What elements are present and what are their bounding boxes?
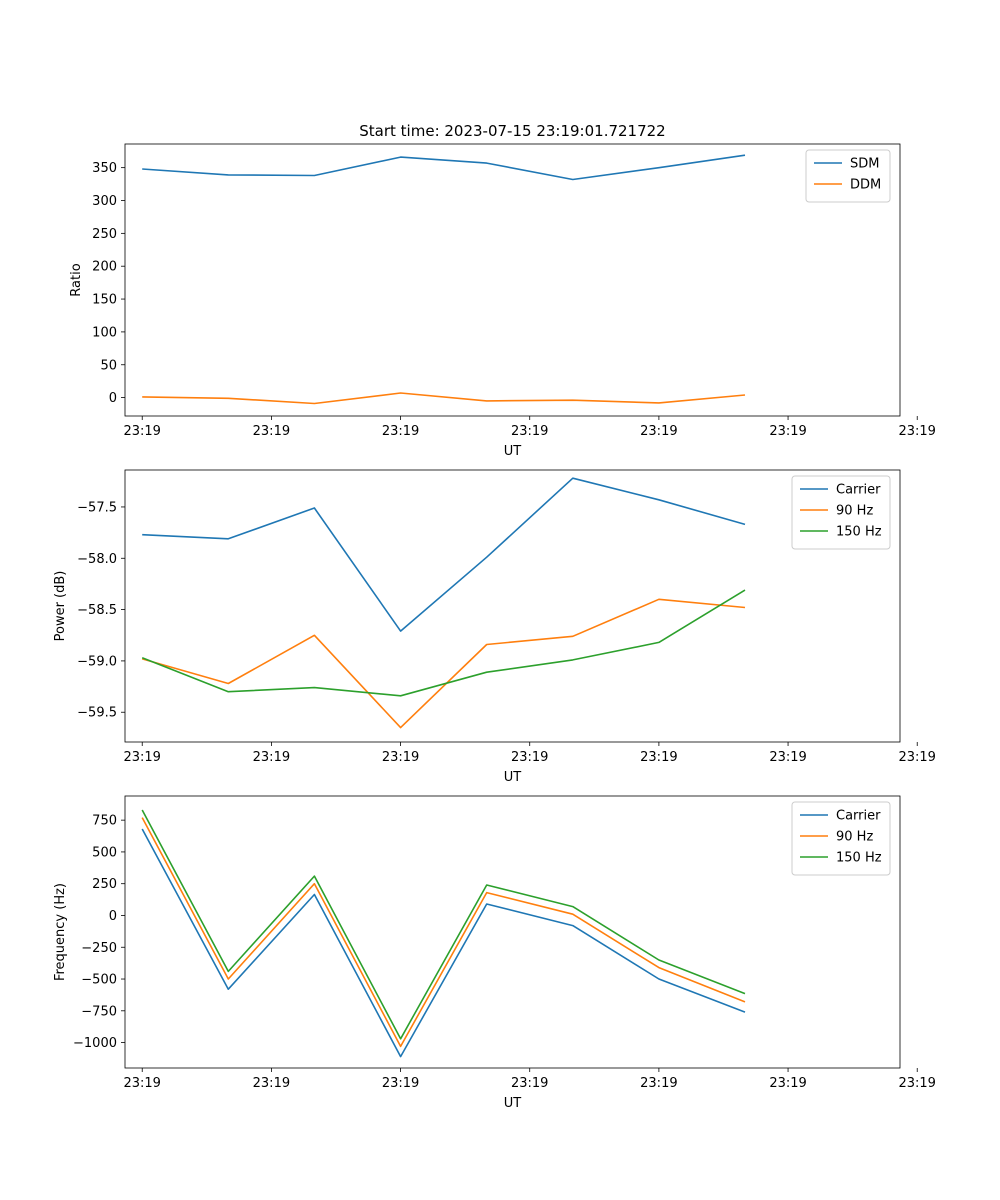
legend: Carrier 90 Hz 150 Hz [791,475,891,550]
series-line-90-hz [141,598,746,729]
y-tick-label: −500 [81,973,117,988]
x-tick-label: 23:19 [511,1076,548,1091]
series-line-sdm [142,154,746,181]
x-tick-label: 23:19 [253,424,290,439]
x-tick-label: 23:19 [123,750,160,765]
legend-label: 150 Hz [836,851,882,866]
y-tick-label: −57.5 [77,500,117,515]
x-tick-label: 23:19 [769,1076,806,1091]
x-axis-label: UT [504,1096,522,1111]
y-tick-label: −59.5 [77,706,117,721]
chart-panel-2: 23:19 23:19 23:19 23:19 23:19 23:19 23:19 −59.5… [53,469,936,785]
y-tick-label: −59.0 [77,654,117,669]
x-tick-label: 23:19 [123,424,160,439]
x-tick-label: 23:19 [898,1076,935,1091]
axes-frame [124,795,901,1069]
y-tick-label: 150 [92,293,117,308]
y-tick-label: −58.0 [77,552,117,567]
y-tick-label: −58.5 [77,603,117,618]
legend-label: SDM [850,157,879,172]
axes-frame [124,143,901,417]
x-tick-label: 23:19 [382,424,419,439]
y-tick-label: 50 [100,358,117,373]
y-axis-label: Ratio [69,263,84,296]
y-tick-label: −750 [81,1004,117,1019]
charts: 23:19 23:19 23:19 23:19 23:19 23:19 23:19 0 50 10… [53,143,936,1111]
x-tick-label: 23:19 [123,1076,160,1091]
legend-label: 90 Hz [836,504,873,519]
y-tick-label: 250 [92,877,117,892]
y-axis-label: Power (dB) [53,571,68,642]
y-tick-label: 750 [92,814,117,829]
x-tick-label: 23:19 [898,424,935,439]
x-tick-label: 23:19 [253,750,290,765]
y-tick-label: 350 [92,161,117,176]
y-tick-label: 100 [92,325,117,340]
legend-label: Carrier [836,483,881,498]
y-tick-label: −1000 [73,1036,117,1051]
x-tick-label: 23:19 [640,750,677,765]
x-tick-label: 23:19 [898,750,935,765]
series-line-ddm [142,392,746,405]
x-axis-label: UT [504,444,522,459]
series-line-150-hz [141,589,746,697]
y-axis-label: Frequency (Hz) [53,883,68,981]
chart-panel-1: 23:19 23:19 23:19 23:19 23:19 23:19 23:19 0 50 10… [69,143,936,459]
x-tick-label: 23:19 [511,750,548,765]
y-tick-label: 300 [92,194,117,209]
chart-panel-3: 23:19 23:19 23:19 23:19 23:19 23:19 23:19 −1000… [53,795,936,1111]
y-tick-label: 0 [109,391,117,406]
legend: SDM DDM [805,149,891,203]
legend: Carrier 90 Hz 150 Hz [791,801,891,876]
x-tick-label: 23:19 [769,750,806,765]
x-tick-label: 23:19 [382,1076,419,1091]
x-tick-label: 23:19 [253,1076,290,1091]
series-line-carrier [141,828,746,1058]
x-tick-label: 23:19 [511,424,548,439]
x-tick-label: 23:19 [769,424,806,439]
y-tick-label: 500 [92,845,117,860]
y-tick-label: 200 [92,260,117,275]
figure-title: Start time: 2023-07-15 23:19:01.721722 [359,122,665,140]
axes-frame [124,469,901,743]
legend-label: 150 Hz [836,525,882,540]
x-tick-label: 23:19 [640,1076,677,1091]
series-line-carrier [142,477,746,632]
legend-label: Carrier [836,809,881,824]
legend-label: DDM [850,178,881,193]
y-tick-label: 250 [92,227,117,242]
x-tick-label: 23:19 [382,750,419,765]
y-tick-label: −250 [81,941,117,956]
y-tick-label: 0 [109,909,117,924]
series-line-90-hz [141,817,746,1048]
x-tick-label: 23:19 [640,424,677,439]
series-line-150-hz [141,809,746,1040]
legend-label: 90 Hz [836,830,873,845]
x-axis-label: UT [504,770,522,785]
